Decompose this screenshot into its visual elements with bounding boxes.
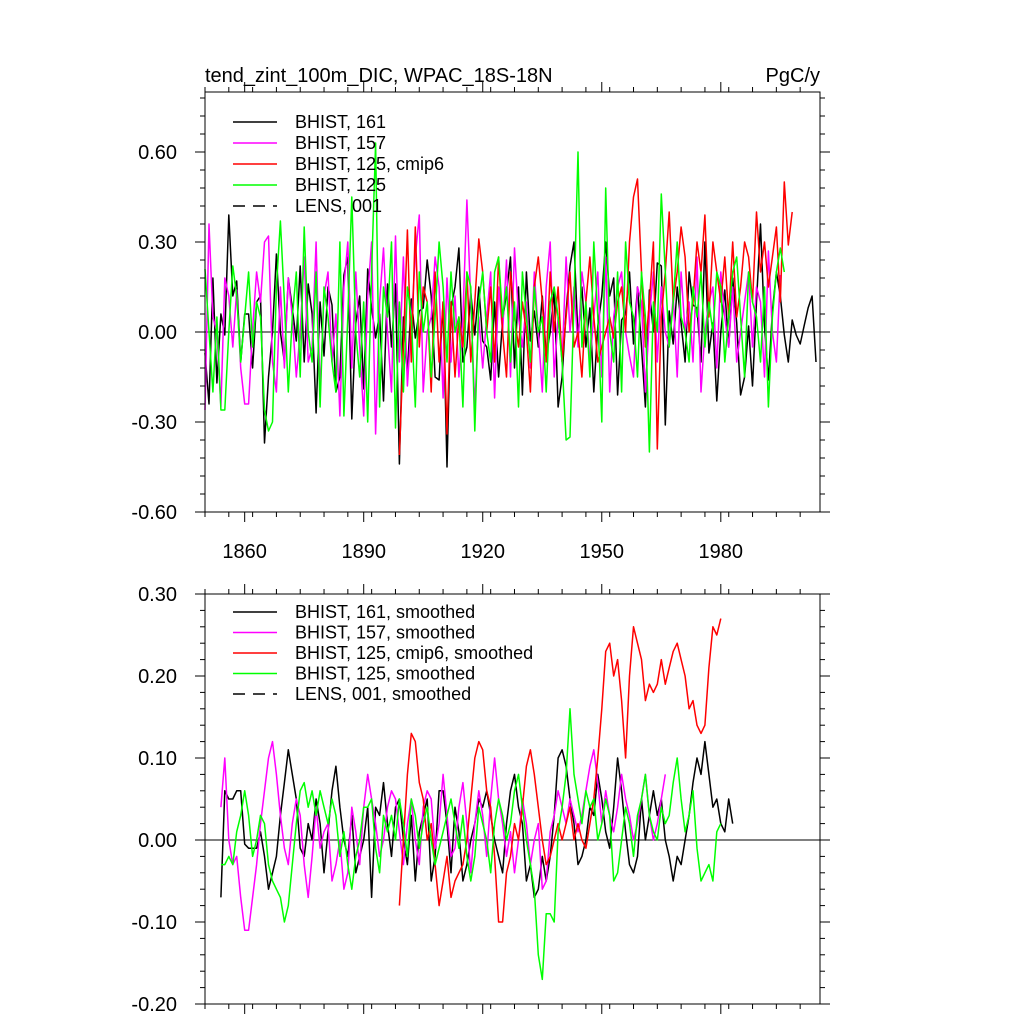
y-tick-label: -0.30 — [131, 412, 177, 434]
series-line-2 — [398, 618, 722, 923]
x-tick-label: 1980 — [699, 541, 744, 563]
legend-label: BHIST, 157, smoothed — [295, 623, 475, 643]
y-tick-label: -0.10 — [131, 912, 177, 934]
top-plot-frame — [204, 91, 821, 513]
legend-label: BHIST, 125, cmip6 — [295, 154, 444, 174]
y-tick-label: 0.00 — [138, 322, 177, 344]
top-panel-units: PgC/y — [766, 65, 820, 87]
top-series-layer — [204, 142, 820, 468]
y-tick-label: -0.20 — [131, 994, 177, 1016]
y-tick-label: 0.60 — [138, 142, 177, 164]
series-line-0 — [220, 740, 734, 899]
series-line-2 — [398, 178, 793, 456]
y-tick-label: 0.20 — [138, 666, 177, 688]
y-tick-label: 0.00 — [138, 830, 177, 852]
x-tick-label: 1860 — [222, 541, 267, 563]
top-ticks: 1860 1890 1920 1950 1980 -0.60 -0.30 0.00 0.30 0.… — [131, 82, 830, 563]
series-line-3 — [220, 708, 722, 981]
legend-label: BHIST, 157 — [295, 133, 386, 153]
legend-label: BHIST, 125, cmip6, smoothed — [295, 643, 533, 663]
legend-label: BHIST, 161, smoothed — [295, 602, 475, 622]
top-panel: tend_zint_100m_DIC, WPAC_18S-18N PgC/y 1… — [131, 65, 830, 563]
legend-label: LENS, 001 — [295, 196, 382, 216]
y-tick-label: 0.30 — [138, 232, 177, 254]
bottom-plot-frame — [204, 593, 821, 1005]
bottom-series-layer — [205, 618, 820, 981]
legend-label: BHIST, 161 — [295, 112, 386, 132]
legend-label: BHIST, 125, smoothed — [295, 664, 475, 684]
legend-label: LENS, 001, smoothed — [295, 684, 471, 704]
x-tick-label: 1920 — [460, 541, 505, 563]
series-line-1 — [220, 740, 667, 931]
y-tick-label: 0.30 — [138, 584, 177, 606]
bottom-ticks: -0.20 -0.10 0.00 0.10 0.20 0.30 — [131, 584, 830, 1016]
legend-label: BHIST, 125 — [295, 175, 386, 195]
y-tick-label: -0.60 — [131, 502, 177, 524]
series-line-3 — [204, 142, 786, 453]
x-tick-label: 1950 — [580, 541, 625, 563]
y-tick-label: 0.10 — [138, 748, 177, 770]
top-panel-title: tend_zint_100m_DIC, WPAC_18S-18N — [205, 65, 553, 87]
bottom-panel: -0.20 -0.10 0.00 0.10 0.20 0.30 BHIST, 161, s… — [131, 584, 830, 1016]
x-tick-label: 1890 — [341, 541, 386, 563]
